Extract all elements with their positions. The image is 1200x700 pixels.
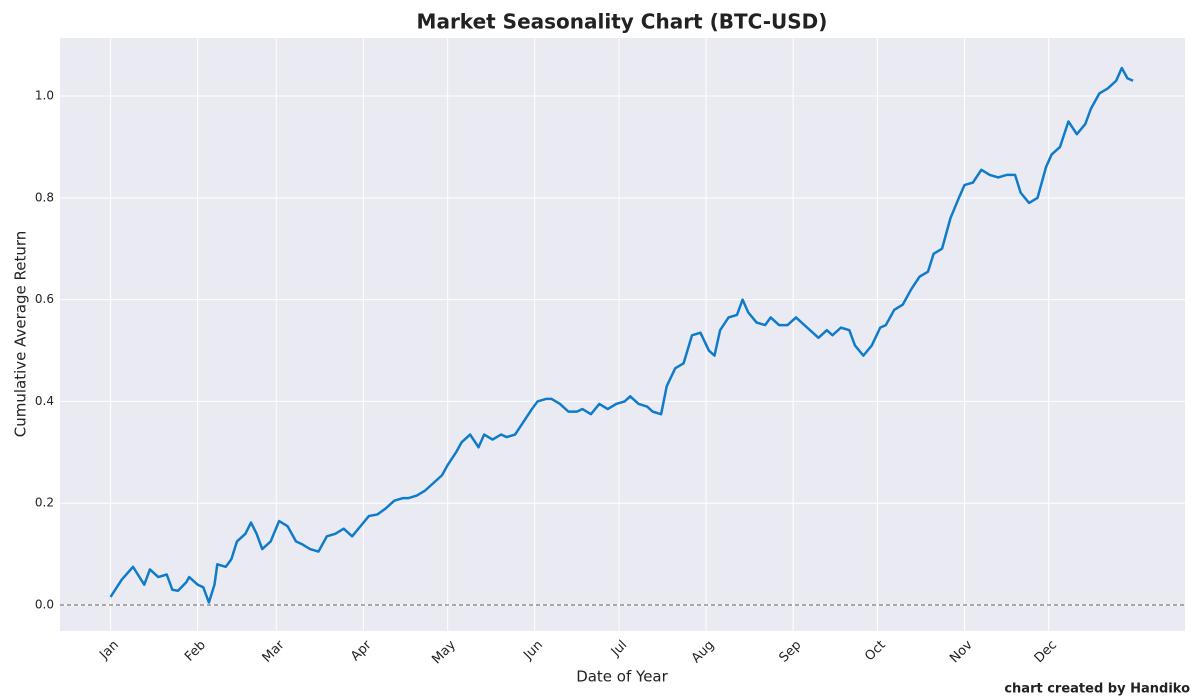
x-tick-label: Oct	[862, 638, 889, 665]
x-tick-label: Feb	[182, 638, 209, 665]
x-tick-label: May	[429, 637, 459, 667]
x-tick-label: Aug	[689, 638, 718, 667]
x-tick-label: Mar	[260, 637, 288, 665]
x-tick-label: Apr	[348, 637, 375, 664]
y-tick-label: 0.0	[35, 598, 54, 612]
x-tick-label: Dec	[1032, 638, 1060, 666]
x-tick-label: Jun	[520, 638, 546, 664]
x-tick-label: Jul	[608, 638, 630, 660]
x-tick-label: Jan	[96, 638, 121, 663]
plot-area	[60, 38, 1185, 631]
y-tick-label: 0.8	[35, 190, 54, 204]
y-tick-label: 1.0	[35, 89, 54, 103]
y-tick-label: 0.2	[35, 496, 54, 510]
x-axis-label: Date of Year	[576, 668, 668, 686]
y-tick-label: 0.6	[35, 292, 54, 306]
data-line	[109, 66, 1134, 604]
credit: chart created by Handiko	[1004, 682, 1190, 697]
y-axis-label: Cumulative Average Return	[12, 231, 30, 438]
x-tick-label: Sep	[777, 638, 805, 666]
x-tick-label: Nov	[947, 637, 976, 666]
y-tick-label: 0.4	[35, 394, 54, 408]
chart-title: Market Seasonality Chart (BTC-USD)	[417, 10, 828, 34]
